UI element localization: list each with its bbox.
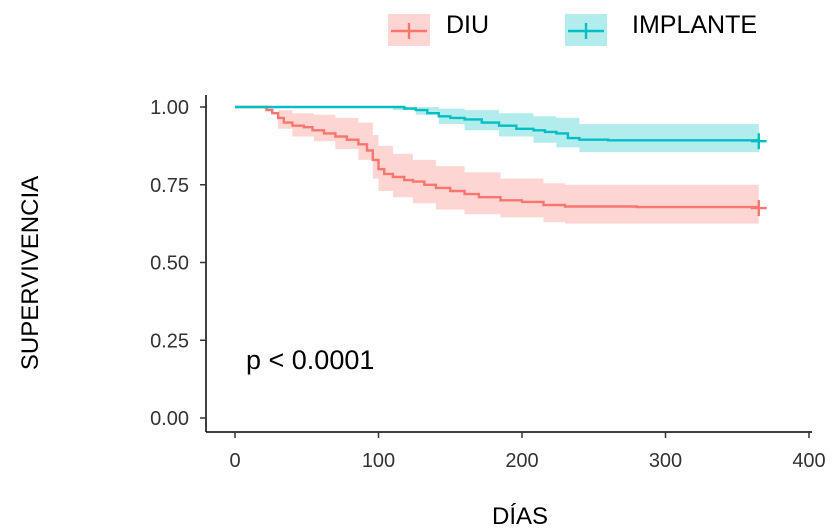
x-axis-title: DÍAS bbox=[492, 503, 548, 530]
confidence-bands bbox=[235, 107, 759, 226]
survival-curves bbox=[235, 105, 767, 217]
legend-key-diu bbox=[388, 14, 430, 46]
y-tick-label: 0.50 bbox=[150, 253, 189, 275]
p-value-annotation: p < 0.0001 bbox=[246, 345, 374, 375]
ci-band-implante bbox=[235, 107, 759, 154]
ci-band-diu bbox=[235, 107, 759, 226]
legend-item-implante: IMPLANTE bbox=[565, 11, 757, 46]
y-axis-title: SUPERVIVENCIA bbox=[17, 176, 44, 370]
legend-label-diu: DIU bbox=[446, 11, 489, 39]
y-tick-label: 0.75 bbox=[150, 175, 189, 197]
y-tick-label: 0.25 bbox=[150, 330, 189, 352]
survival-line-diu bbox=[235, 105, 760, 209]
x-tick-label: 200 bbox=[505, 450, 538, 472]
censor-mark-implante bbox=[750, 133, 767, 150]
censor-mark-diu bbox=[750, 200, 767, 217]
legend-key-implante bbox=[565, 14, 607, 46]
legend-item-diu: DIU bbox=[388, 11, 489, 46]
y-tick-label: 0.00 bbox=[150, 408, 189, 430]
axes: 0.00 0.25 0.50 0.75 1.00 0 100 200 300 400 bbox=[150, 95, 826, 472]
y-tick-label: 1.00 bbox=[150, 97, 189, 119]
x-tick-label: 400 bbox=[792, 450, 825, 472]
legend-label-implante: IMPLANTE bbox=[632, 11, 757, 39]
legend: DIU IMPLANTE bbox=[388, 11, 757, 46]
x-tick-label: 0 bbox=[229, 450, 240, 472]
x-tick-label: 300 bbox=[649, 450, 682, 472]
x-tick-label: 100 bbox=[362, 450, 395, 472]
survival-line-implante bbox=[235, 105, 760, 142]
